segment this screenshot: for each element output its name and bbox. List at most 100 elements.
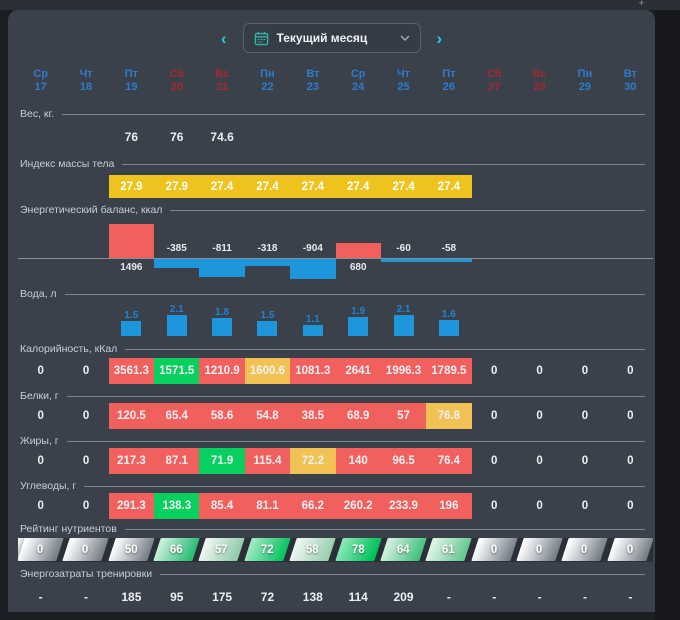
day-column[interactable]: Вс 28	[517, 68, 562, 94]
day-number: 17	[34, 81, 47, 93]
day-column[interactable]: Пт 26	[426, 68, 471, 94]
day-column[interactable]: Сб 20	[154, 68, 199, 94]
balance-column: -60	[380, 216, 427, 278]
rating-value: 72	[261, 543, 274, 556]
calories-cell: 0	[627, 365, 634, 377]
weight-value: 76	[170, 130, 184, 144]
bmi-empty-cell	[517, 175, 562, 198]
day-column[interactable]: Пт 19	[109, 68, 154, 94]
day-column[interactable]: Чт 25	[381, 68, 426, 94]
water-value: 1.9	[351, 306, 366, 317]
water-bar	[166, 315, 187, 336]
balance-value: -385	[166, 243, 187, 254]
water-value: 1.5	[260, 310, 275, 321]
day-name: Вс	[215, 68, 230, 80]
calories-cell: 0	[536, 365, 543, 377]
balance-column: -58	[426, 216, 472, 278]
rating-value: 66	[170, 543, 184, 556]
day-name: Чт	[79, 68, 93, 80]
bmi-empty-cell	[608, 175, 653, 198]
training-value: 138	[302, 590, 323, 604]
fats-cell: 0	[37, 455, 44, 467]
carbs-cell: 81.1	[244, 493, 291, 519]
day-column[interactable]: Вт 23	[290, 68, 335, 94]
day-column[interactable]: Ср 24	[336, 68, 381, 94]
day-column[interactable]: Чт 18	[63, 68, 108, 94]
water-column	[63, 302, 108, 336]
day-name: Чт	[396, 68, 411, 80]
carbs-cell: 85.4	[199, 493, 245, 519]
calories-row: 0 0 3561.3 1571.5 1210.9 1600.6 1081.3 2641 1996…	[18, 358, 653, 384]
calories-cell: 0	[37, 365, 44, 377]
day-column[interactable]: Пн 29	[562, 68, 607, 94]
next-period-button[interactable]: ›	[436, 28, 443, 48]
water-column: 1.8	[199, 302, 244, 336]
water-value: 1.8	[215, 307, 230, 318]
day-column[interactable]: Пн 22	[245, 68, 290, 94]
day-column[interactable]: Вс 21	[199, 68, 244, 94]
calories-cell: 2641	[335, 358, 381, 384]
prev-period-button[interactable]: ‹	[220, 28, 227, 48]
nutrient-rating-badge: 58	[289, 538, 337, 561]
carbs-cell: 0	[82, 500, 90, 512]
day-column[interactable]: Сб 27	[472, 68, 517, 94]
water-bar	[257, 321, 278, 336]
rating-value: 64	[397, 543, 410, 556]
day-number: 22	[261, 81, 274, 93]
section-label-nutrient-rating: Рейтинг нутриентов	[20, 523, 645, 535]
section-title: Энергетический баланс, ккал	[20, 204, 163, 216]
plus-artifact-icon: +	[638, 0, 644, 8]
water-column: 2.1	[381, 302, 426, 336]
bmi-empty-cell	[472, 175, 517, 198]
balance-baseline	[18, 258, 653, 259]
day-name: Вт	[623, 68, 637, 80]
water-bar	[393, 315, 414, 336]
day-name: Вт	[306, 68, 320, 80]
balance-column: -811	[199, 216, 245, 278]
balance-bar	[290, 259, 336, 279]
training-value: -	[628, 590, 633, 604]
training-value: 185	[121, 590, 142, 604]
day-name: Пт	[124, 68, 139, 80]
day-name: Вс	[532, 68, 547, 80]
training-value: 95	[170, 590, 184, 604]
bmi-value-cell: 27.4	[426, 175, 472, 198]
fats-cell: 0	[82, 455, 90, 467]
day-number: 26	[442, 81, 455, 93]
day-name: Пт	[442, 68, 456, 80]
bmi-bar-row: 27.9 27.9 27.4 27.4 27.4 27.4 27.4 27.4	[18, 175, 653, 198]
section-label-fats: Жиры, г	[20, 435, 645, 447]
water-column	[562, 302, 607, 336]
water-column	[472, 302, 517, 336]
balance-column	[562, 216, 607, 278]
weight-value	[608, 130, 653, 144]
training-value: -	[492, 590, 497, 604]
training-value: -	[537, 590, 542, 604]
period-dropdown[interactable]: Текущий месяц	[242, 23, 421, 53]
training-value: 114	[348, 590, 368, 604]
period-label: Текущий месяц	[276, 31, 368, 45]
fats-cell: 72.2	[290, 448, 336, 474]
fats-cell: 0	[627, 455, 634, 467]
weight-value	[426, 130, 471, 144]
weight-value	[381, 130, 426, 144]
calendar-icon	[254, 31, 268, 45]
divider	[160, 573, 645, 575]
day-column[interactable]: Вт 30	[608, 68, 653, 94]
section-title: Углеводы, г	[20, 480, 77, 492]
day-number: 25	[397, 81, 410, 93]
section-title: Индекс массы тела	[20, 158, 115, 170]
water-column: 1.6	[426, 302, 471, 336]
divider	[66, 395, 645, 397]
day-number: 23	[306, 81, 319, 93]
balance-value: -318	[257, 243, 278, 254]
weight-value	[63, 130, 108, 144]
balance-bar	[154, 259, 200, 268]
balance-column	[63, 216, 108, 278]
day-column[interactable]: Ср 17	[18, 68, 63, 94]
calories-cell: 0	[491, 365, 498, 377]
proteins-cell: 0	[491, 410, 498, 422]
day-name: Пн	[260, 68, 275, 80]
proteins-row: 0 0 120.5 65.4 58.6 54.8 38.5 68.9 57 76.8 0 0 0 0	[18, 403, 653, 429]
bmi-value-cell: 27.4	[244, 175, 291, 198]
